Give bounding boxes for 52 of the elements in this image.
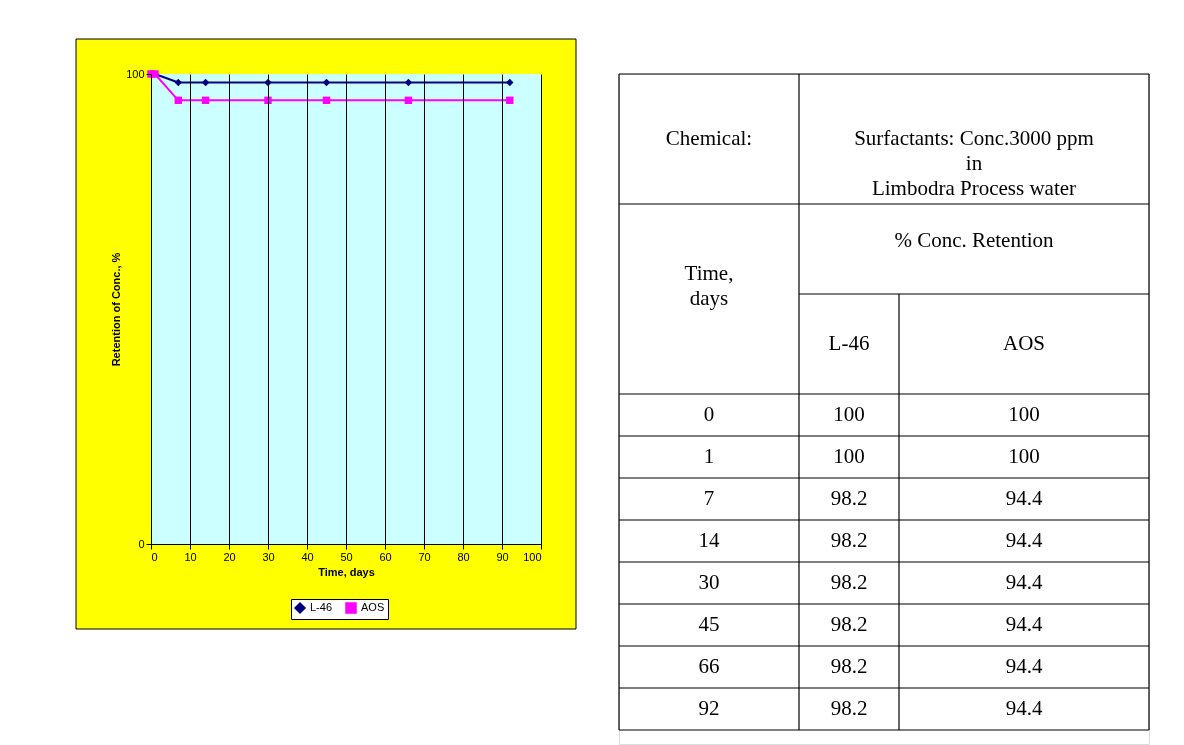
x-tick-label: 80: [457, 550, 470, 563]
text: L-46: [828, 331, 870, 355]
x-tick-label: 50: [340, 550, 353, 563]
x-tick-label: 100: [523, 550, 542, 563]
data-label: 94.4: [1005, 528, 1043, 552]
point: [174, 78, 183, 87]
x-tick-label: 0: [151, 550, 158, 563]
category-label: 0: [703, 402, 715, 426]
category-label: 7: [703, 486, 715, 510]
data-label: 98.2: [830, 612, 868, 636]
data-label: 94.4: [1005, 696, 1043, 720]
point: [506, 78, 514, 87]
data-label: 94.4: [1005, 654, 1043, 678]
category-label: 66: [698, 654, 720, 678]
y-axis-title: Retention of Conc., %: [110, 252, 123, 367]
data-label: 98.2: [830, 654, 868, 678]
point: [506, 96, 514, 105]
category-label: 30: [698, 570, 720, 594]
point: [322, 78, 331, 87]
text: AOS: [1002, 331, 1046, 355]
x-tick-label: 10: [184, 550, 197, 563]
data-label: 94.4: [1005, 570, 1043, 594]
x-tick-label: 90: [496, 550, 509, 563]
data-label: 98.2: [830, 696, 868, 720]
legend-label: L-46: [310, 601, 333, 613]
x-tick-label: 60: [379, 550, 392, 563]
data-label: 94.4: [1005, 486, 1043, 510]
x-tick-label: 70: [418, 550, 431, 563]
data-label: 98.2: [830, 528, 868, 552]
point: [404, 78, 413, 87]
category-label: 92: [698, 696, 720, 720]
category-label: 1: [703, 444, 715, 468]
text: Surfactants: Conc.3000 ppm in Limbodra Process water: [854, 126, 1094, 200]
x-tick-label: 30: [262, 550, 275, 563]
category-label: 14: [698, 528, 720, 552]
point: [201, 78, 210, 87]
data-label: 100: [833, 402, 865, 426]
x-axis-title: Time, days: [318, 565, 375, 578]
data-label: 100: [1008, 402, 1040, 426]
data-label: 98.2: [830, 570, 868, 594]
text: Time, days: [684, 261, 734, 310]
x-tick-label: 40: [301, 550, 314, 563]
data-label: 100: [1008, 444, 1040, 468]
text: % Conc. Retention: [894, 228, 1055, 252]
x-tick-label: 20: [223, 550, 236, 563]
category-label: 45: [698, 612, 720, 636]
data-label: 98.2: [830, 486, 868, 510]
legend-label: AOS: [361, 601, 385, 613]
text: Chemical:: [665, 126, 753, 150]
data-label: 100: [833, 444, 865, 468]
data-label: 94.4: [1005, 612, 1043, 636]
point: [264, 78, 272, 87]
